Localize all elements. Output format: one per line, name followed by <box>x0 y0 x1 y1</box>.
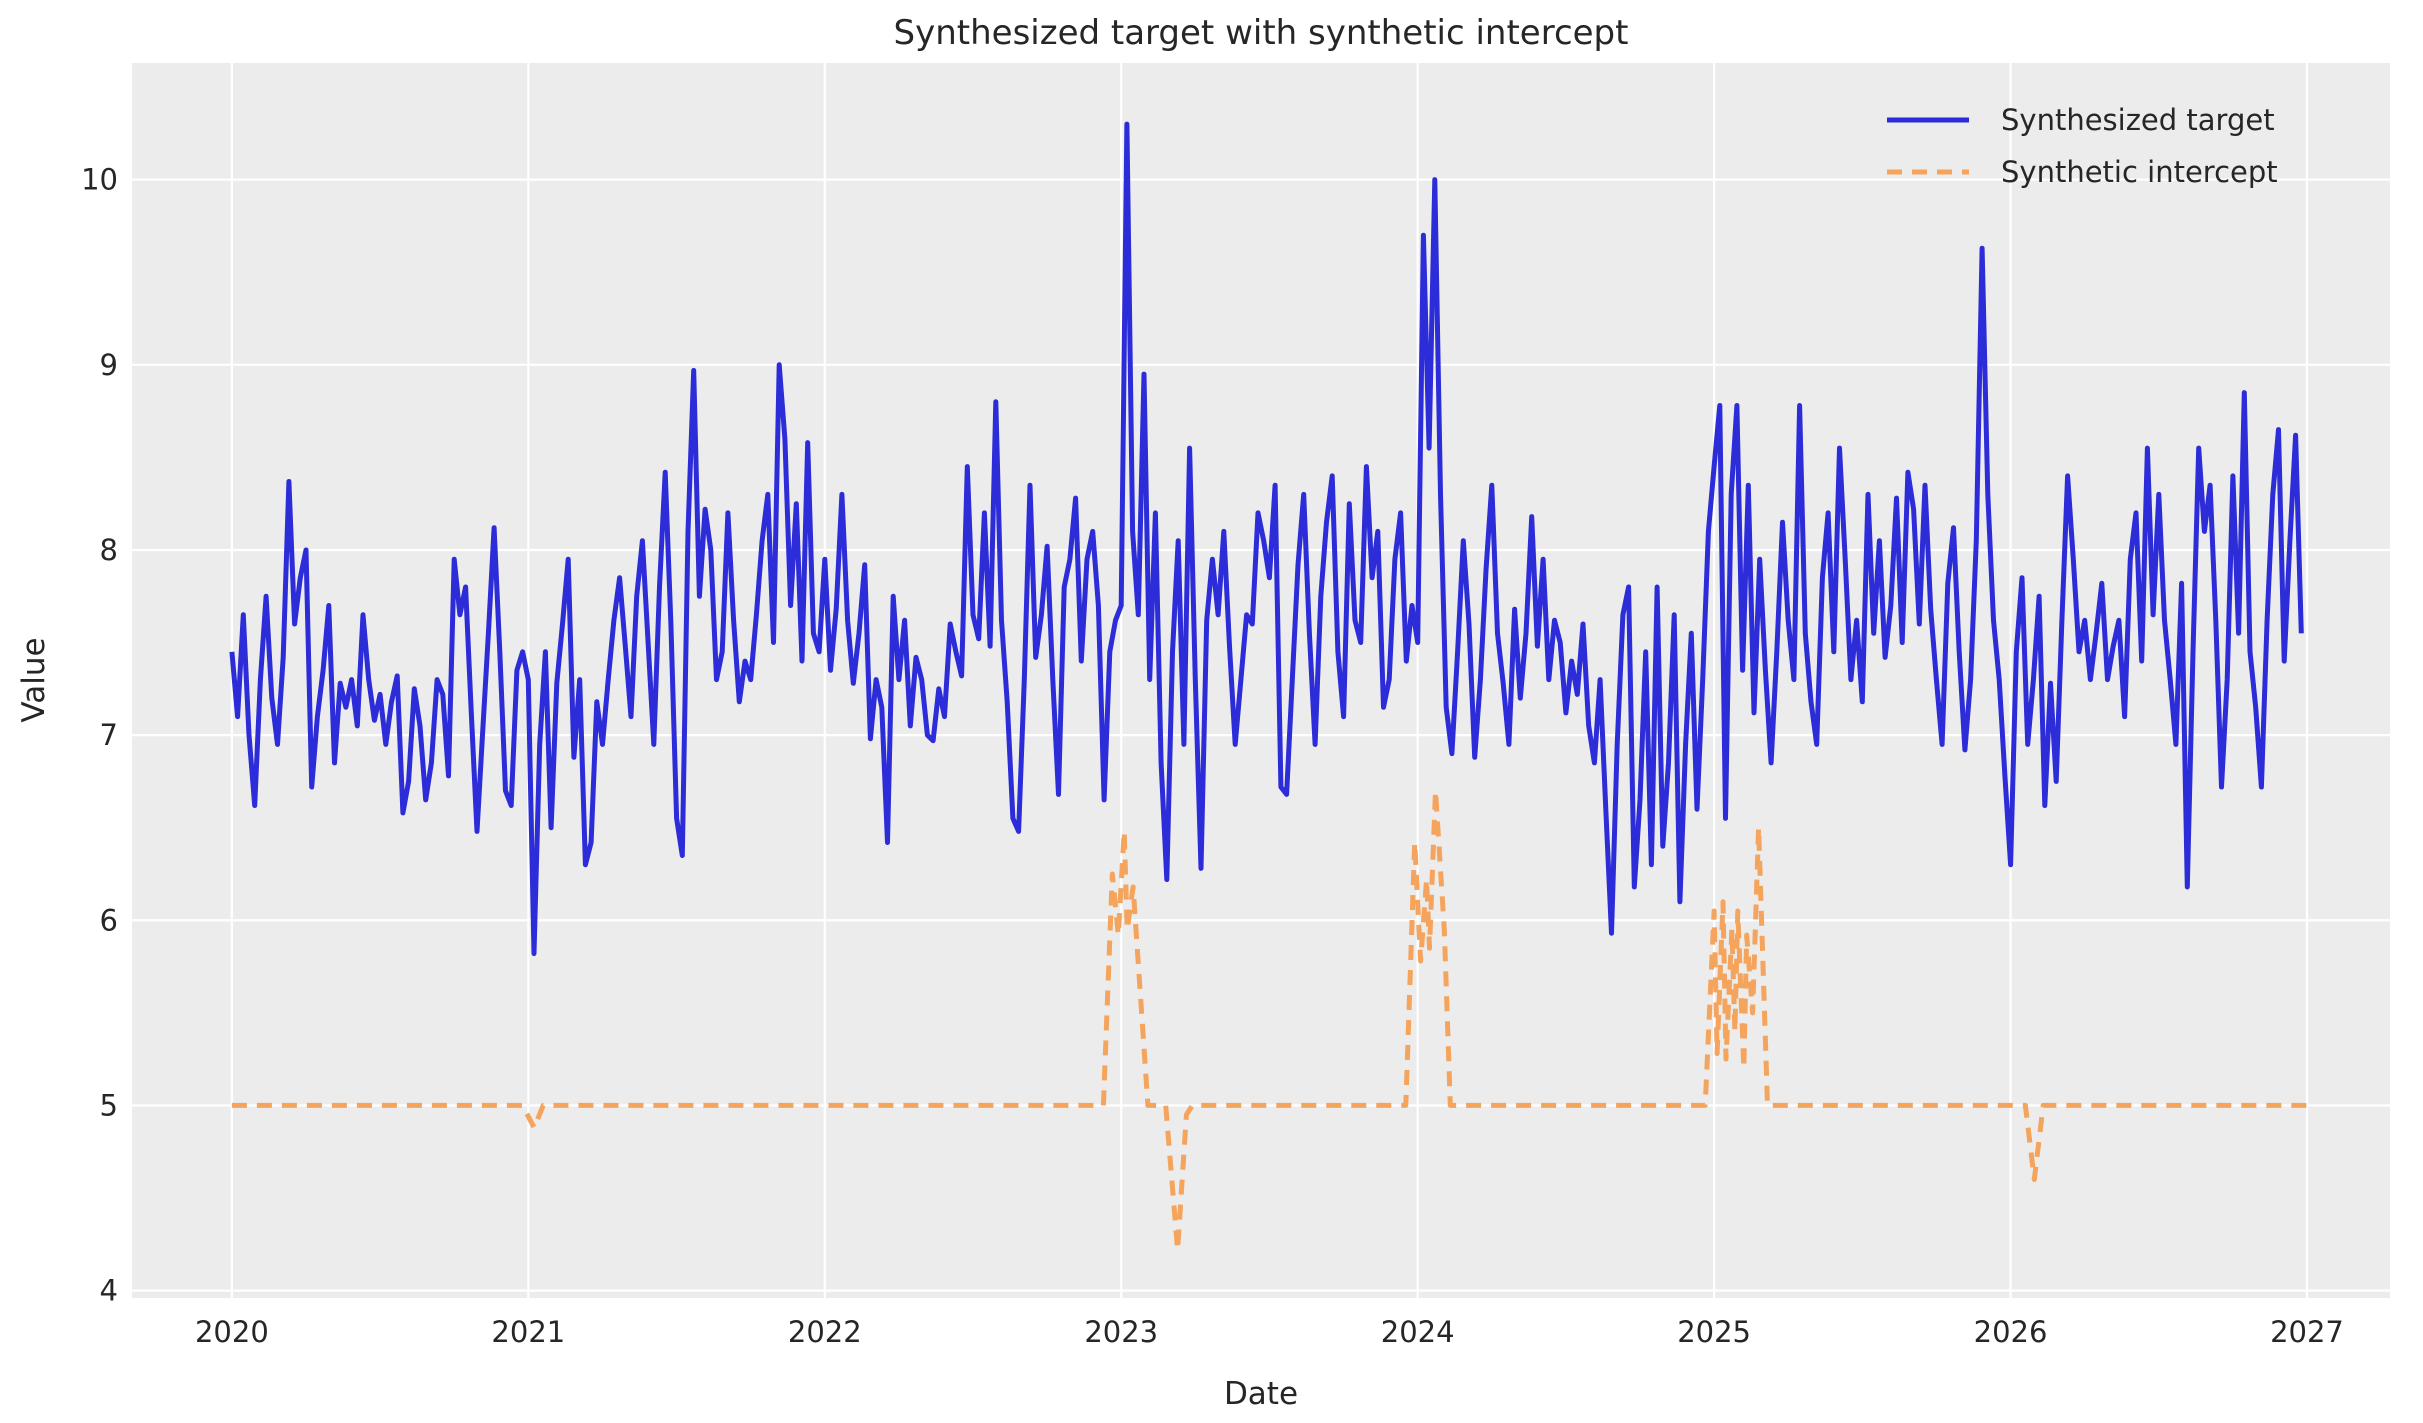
y-tick-label: 5 <box>100 1088 118 1122</box>
x-tick-label: 2021 <box>491 1315 565 1349</box>
x-tick-label: 2023 <box>1084 1315 1158 1349</box>
x-tick-label: 2024 <box>1381 1315 1455 1349</box>
x-axis-label: Date <box>1224 1376 1298 1412</box>
series-line-synthesized-target <box>229 121 2304 957</box>
y-axis-label: Value <box>16 637 52 722</box>
y-tick-label: 8 <box>100 533 118 567</box>
y-tick-label: 7 <box>100 718 118 752</box>
tick-layer: 2020 2021 2022 2023 2024 2025 2026 2027 4 5 6 7 8 9 10 <box>81 163 2344 1349</box>
legend: Synthesized target Synthetic intercept <box>1887 103 2278 189</box>
y-tick-label: 6 <box>100 903 118 937</box>
y-tick-label: 9 <box>100 348 118 382</box>
x-tick-label: 2027 <box>2270 1315 2344 1349</box>
x-tick-label: 2026 <box>1974 1315 2048 1349</box>
y-tick-label: 4 <box>100 1274 118 1308</box>
chart-title: Synthesized target with synthetic interc… <box>894 13 1629 53</box>
y-tick-label: 10 <box>81 163 118 197</box>
legend-label-synthesized-target: Synthesized target <box>2001 103 2275 137</box>
series-layer <box>229 121 2307 1253</box>
x-tick-label: 2025 <box>1677 1315 1751 1349</box>
legend-label-synthetic-intercept: Synthetic intercept <box>2001 155 2278 189</box>
x-tick-label: 2022 <box>788 1315 862 1349</box>
x-tick-label: 2020 <box>195 1315 269 1349</box>
